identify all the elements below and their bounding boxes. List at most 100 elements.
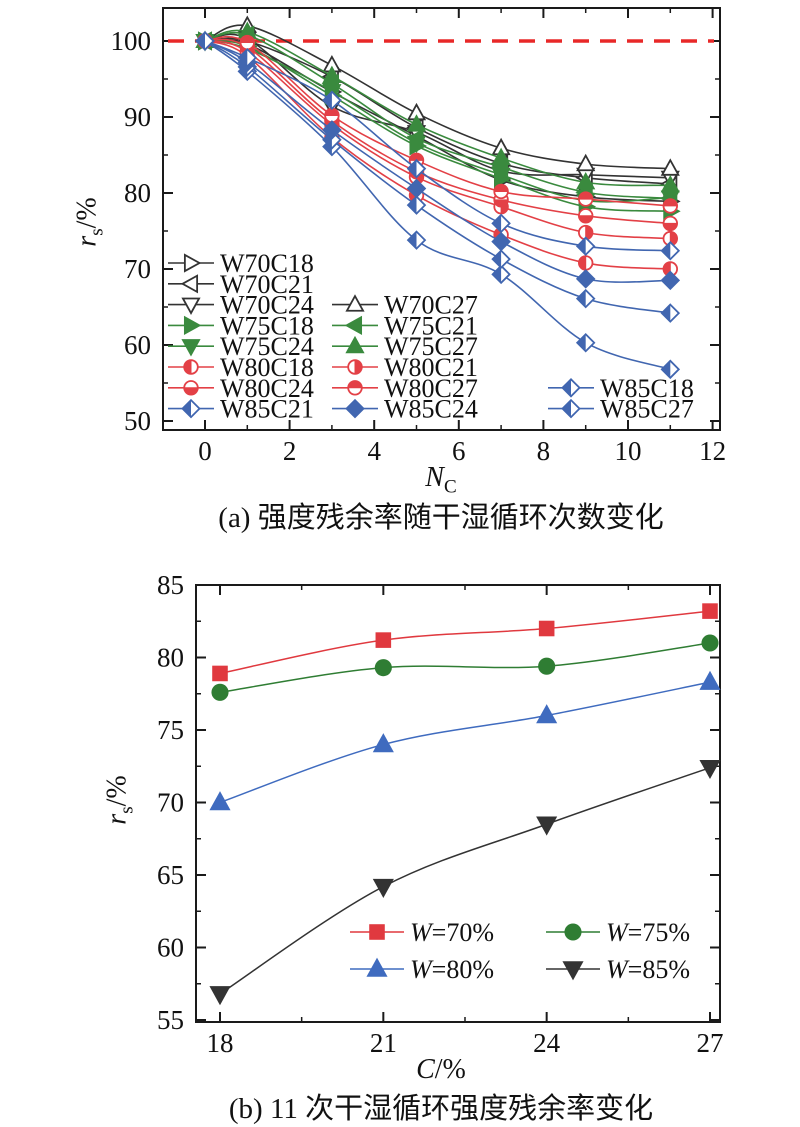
x-tick-label: 27	[696, 1028, 723, 1058]
data-point	[212, 665, 228, 682]
data-point	[406, 114, 427, 132]
data-point	[491, 167, 511, 186]
data-point	[345, 398, 365, 419]
x-variable: C	[416, 1054, 435, 1085]
data-point-fill	[577, 290, 586, 308]
data-point	[209, 791, 231, 811]
data-point-fill	[562, 400, 571, 418]
legend-label-W75C24: W75C24	[220, 332, 314, 361]
x-tick-label: 10	[615, 436, 642, 466]
legend-label-W=85%: W=85%	[606, 955, 690, 984]
x-tick-label: 2	[283, 436, 297, 466]
data-point-fill	[578, 215, 594, 224]
y-tick-label: 50	[124, 406, 151, 436]
legend-label-W80C24: W80C24	[220, 374, 314, 403]
legend-label-W70C21: W70C21	[220, 270, 314, 299]
data-point	[211, 683, 229, 701]
series-group	[209, 603, 721, 1006]
legend-label-W75C21: W75C21	[384, 311, 478, 340]
x-variable-subscript: C	[443, 476, 457, 498]
data-point	[562, 961, 584, 981]
data-point	[660, 270, 681, 291]
y-tick-label: 70	[124, 254, 151, 284]
data-point-fill	[408, 231, 417, 249]
y-tick-label: 90	[124, 102, 151, 132]
data-point	[180, 274, 199, 294]
chart-a-x-axis-label: NC	[81, 462, 800, 499]
data-point	[345, 335, 365, 354]
data-point-fill	[492, 214, 502, 232]
data-point	[536, 704, 558, 724]
data-point	[699, 759, 721, 780]
x-tick-label: 21	[370, 1028, 397, 1058]
x-tick-label: 8	[537, 436, 551, 466]
y-tick-label: 85	[157, 570, 184, 600]
chart-b-caption: (b) 11 次干湿循环强度残余率变化	[228, 1093, 654, 1125]
data-point-fill	[408, 160, 417, 178]
data-point	[702, 603, 718, 619]
chart-b: 18 21 24 27 55 60 65 70 75 80 85 W=70% W=75% W=80% W=8…	[157, 570, 723, 1058]
data-point-fill	[492, 265, 502, 283]
legend-label-W=80%: W=80%	[410, 955, 494, 984]
data-point	[538, 657, 556, 675]
data-point	[375, 632, 392, 648]
y-variable-subscript: s	[116, 806, 138, 814]
data-point	[344, 315, 363, 336]
data-point	[564, 923, 582, 941]
data-point	[406, 135, 427, 154]
data-point-fill	[239, 35, 255, 44]
data-point	[183, 253, 202, 273]
series-line-W=75%	[219, 642, 711, 694]
data-point-fill	[183, 359, 192, 375]
legend-label-W80C21: W80C21	[384, 353, 478, 382]
y-tick-label: 100	[111, 26, 152, 56]
series-line-W=70%	[219, 610, 711, 675]
data-point-fill	[183, 387, 199, 396]
data-point	[366, 957, 388, 977]
legend-label-W75C18: W75C18	[220, 311, 314, 340]
y-variable-subscript: s	[86, 228, 108, 236]
data-point-fill	[562, 379, 571, 397]
series-line-W70C18	[204, 38, 671, 203]
y-tick-label: 60	[124, 330, 151, 360]
data-point	[576, 171, 596, 190]
data-point-fill	[408, 196, 417, 214]
data-point-fill	[662, 222, 678, 231]
data-point-fill	[493, 184, 509, 192]
data-point-fill	[182, 400, 191, 418]
legend-label-W85C24: W85C24	[384, 395, 478, 424]
data-point	[372, 878, 394, 898]
data-point	[576, 153, 596, 172]
legend: W=70% W=75% W=80% W=85%	[350, 918, 690, 984]
legend-label-W70C24: W70C24	[220, 291, 314, 320]
series-line-W70C24	[204, 33, 671, 179]
data-point	[699, 670, 721, 690]
y-tick-label: 80	[124, 178, 151, 208]
x-variable-suffix: /%	[434, 1054, 466, 1085]
y-tick-label: 80	[157, 643, 184, 673]
series-group	[194, 15, 681, 380]
data-point	[536, 816, 558, 836]
data-point	[209, 986, 231, 1006]
data-point	[538, 620, 555, 637]
x-tick-label: 0	[198, 436, 212, 466]
chart-b-x-axis-label: C/%	[81, 1054, 800, 1091]
data-point	[372, 733, 394, 753]
data-point	[660, 158, 680, 176]
legend-label-W75C27: W75C27	[384, 332, 478, 361]
x-tick-label: 4	[367, 436, 381, 466]
series-line-W85C24	[204, 40, 671, 283]
series-line-W80C24	[204, 38, 671, 225]
series-line-W75C27	[204, 29, 671, 187]
data-point	[406, 178, 427, 199]
data-point-fill	[409, 153, 424, 161]
data-point-fill	[661, 242, 671, 260]
data-point-fill	[493, 199, 509, 208]
data-point-fill	[577, 237, 586, 255]
data-point	[369, 924, 385, 940]
legend-label-W85C27: W85C27	[600, 395, 694, 424]
series-line-W=80%	[219, 681, 711, 804]
x-tick-label: 18	[207, 1028, 234, 1058]
